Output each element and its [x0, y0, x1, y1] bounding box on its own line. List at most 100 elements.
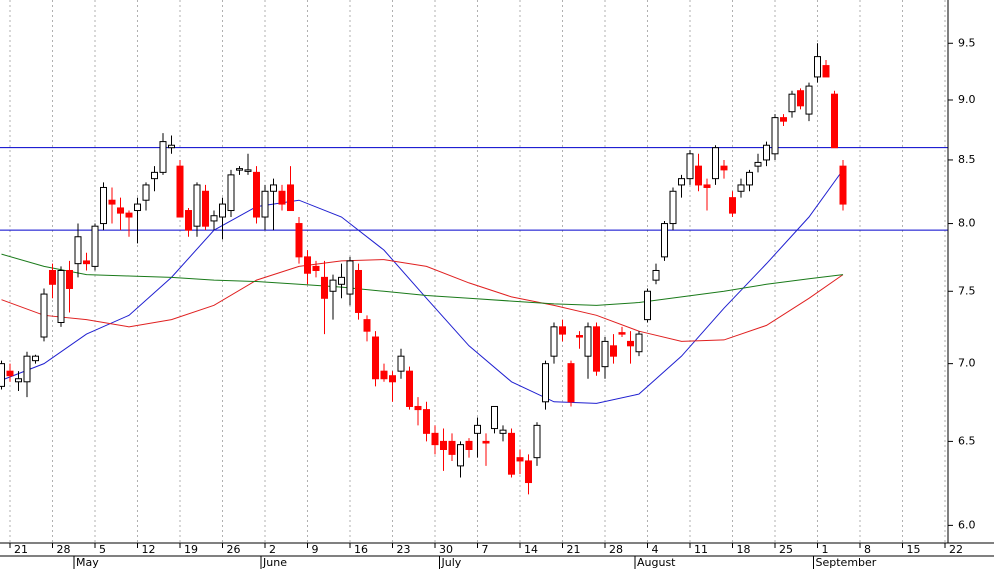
x-tick-label: 28	[609, 543, 623, 556]
candle-body	[559, 326, 566, 335]
candle-body	[533, 424, 541, 459]
candle-body	[338, 276, 345, 285]
candle-body	[508, 432, 515, 475]
candle-body	[780, 117, 787, 122]
candle-body	[499, 429, 507, 434]
axes-layer: 6.0 6.5 7.0 7.5 8.0 8.5 9.0 9.5 21 28 5 12 19 26 2 9 16 2…	[9, 36, 976, 569]
candle-body	[295, 223, 303, 258]
candle-body	[627, 340, 634, 347]
x-tick-label: 1	[822, 543, 829, 556]
candle-body	[839, 165, 847, 205]
candle-body	[423, 409, 430, 434]
x-tick-label: 23	[397, 543, 411, 556]
candle-body	[669, 190, 677, 225]
x-tick-label: 7	[482, 543, 489, 556]
x-tick-label: 2	[269, 543, 276, 556]
moving-average-line	[1, 169, 844, 404]
candle-body	[457, 444, 464, 467]
candle-body	[610, 345, 617, 357]
x-tick-label: 11	[694, 543, 708, 556]
month-label: September	[816, 556, 877, 569]
y-tick-label: 6.5	[958, 434, 976, 447]
candle-body	[474, 424, 481, 434]
candle-body	[678, 178, 685, 186]
candle-body	[321, 276, 328, 299]
x-tick-label: 28	[57, 543, 71, 556]
x-tick-label: 5	[99, 543, 106, 556]
candle-body	[100, 186, 107, 225]
candle-body	[176, 165, 184, 218]
month-label: May	[76, 556, 99, 569]
x-tick-label: 26	[227, 543, 241, 556]
candle-body	[278, 190, 286, 205]
candle-body	[618, 332, 626, 335]
candle-body	[261, 190, 269, 218]
y-tick-label: 9.0	[958, 93, 976, 106]
y-tick-label: 9.5	[958, 36, 976, 49]
y-tick-label: 7.0	[958, 357, 976, 370]
plot-area	[0, 43, 948, 495]
candle-body	[491, 405, 498, 430]
candle-body	[465, 440, 473, 450]
candle-body	[219, 203, 226, 218]
candle-body	[525, 460, 532, 484]
candle-body	[712, 147, 719, 180]
candle-body	[125, 212, 133, 218]
candle-body	[831, 93, 838, 149]
candle-body	[210, 215, 218, 222]
candle-body	[805, 85, 813, 115]
x-tick-label: 18	[737, 543, 751, 556]
y-tick-label: 7.5	[958, 284, 976, 297]
candle-body	[763, 144, 770, 161]
candle-body	[431, 432, 439, 446]
x-tick-label: 21	[567, 543, 581, 556]
candle-body	[15, 378, 22, 383]
candle-body	[635, 333, 643, 353]
candle-body	[108, 199, 116, 205]
x-tick-label: 12	[142, 543, 156, 556]
x-tick-label: 14	[524, 543, 538, 556]
candle-body	[66, 269, 73, 289]
candle-body	[151, 171, 158, 180]
candle-body	[720, 165, 728, 171]
candle-body	[159, 141, 167, 173]
candle-body	[729, 197, 736, 214]
candle-body	[661, 223, 668, 258]
candle-body	[516, 457, 524, 462]
candle-body	[23, 355, 31, 383]
candle-body	[57, 269, 65, 323]
x-tick-label: 19	[184, 543, 198, 556]
candle-body	[695, 165, 702, 186]
moving-average-line	[1, 253, 844, 306]
month-label: July	[441, 556, 462, 569]
x-tick-label: 21	[14, 543, 28, 556]
candle-body	[542, 363, 549, 403]
candle-body	[601, 340, 609, 368]
candle-body	[304, 256, 311, 274]
candle-body	[117, 207, 124, 214]
candle-body	[346, 260, 354, 295]
candle-body	[91, 225, 99, 267]
candle-body	[372, 336, 379, 380]
candle-body	[74, 236, 82, 265]
candle-body	[440, 440, 447, 450]
candle-body	[593, 326, 600, 372]
x-tick-label: 4	[652, 543, 659, 556]
candle-body	[185, 210, 192, 231]
candle-body	[584, 326, 592, 357]
candle-body	[652, 269, 660, 281]
candle-body	[202, 190, 209, 227]
candle-body	[40, 293, 48, 338]
candle-body	[814, 56, 821, 78]
candle-body	[253, 171, 260, 218]
month-label: August	[637, 556, 676, 569]
candle-body	[6, 370, 14, 377]
candle-body	[270, 184, 277, 192]
x-tick-label: 16	[354, 543, 368, 556]
x-tick-label: 25	[779, 543, 793, 556]
moving-average-line	[1, 259, 844, 342]
candle-body	[49, 269, 56, 285]
candle-body	[142, 184, 150, 201]
candle-body	[576, 335, 583, 338]
y-tick-label: 8.0	[958, 217, 976, 230]
